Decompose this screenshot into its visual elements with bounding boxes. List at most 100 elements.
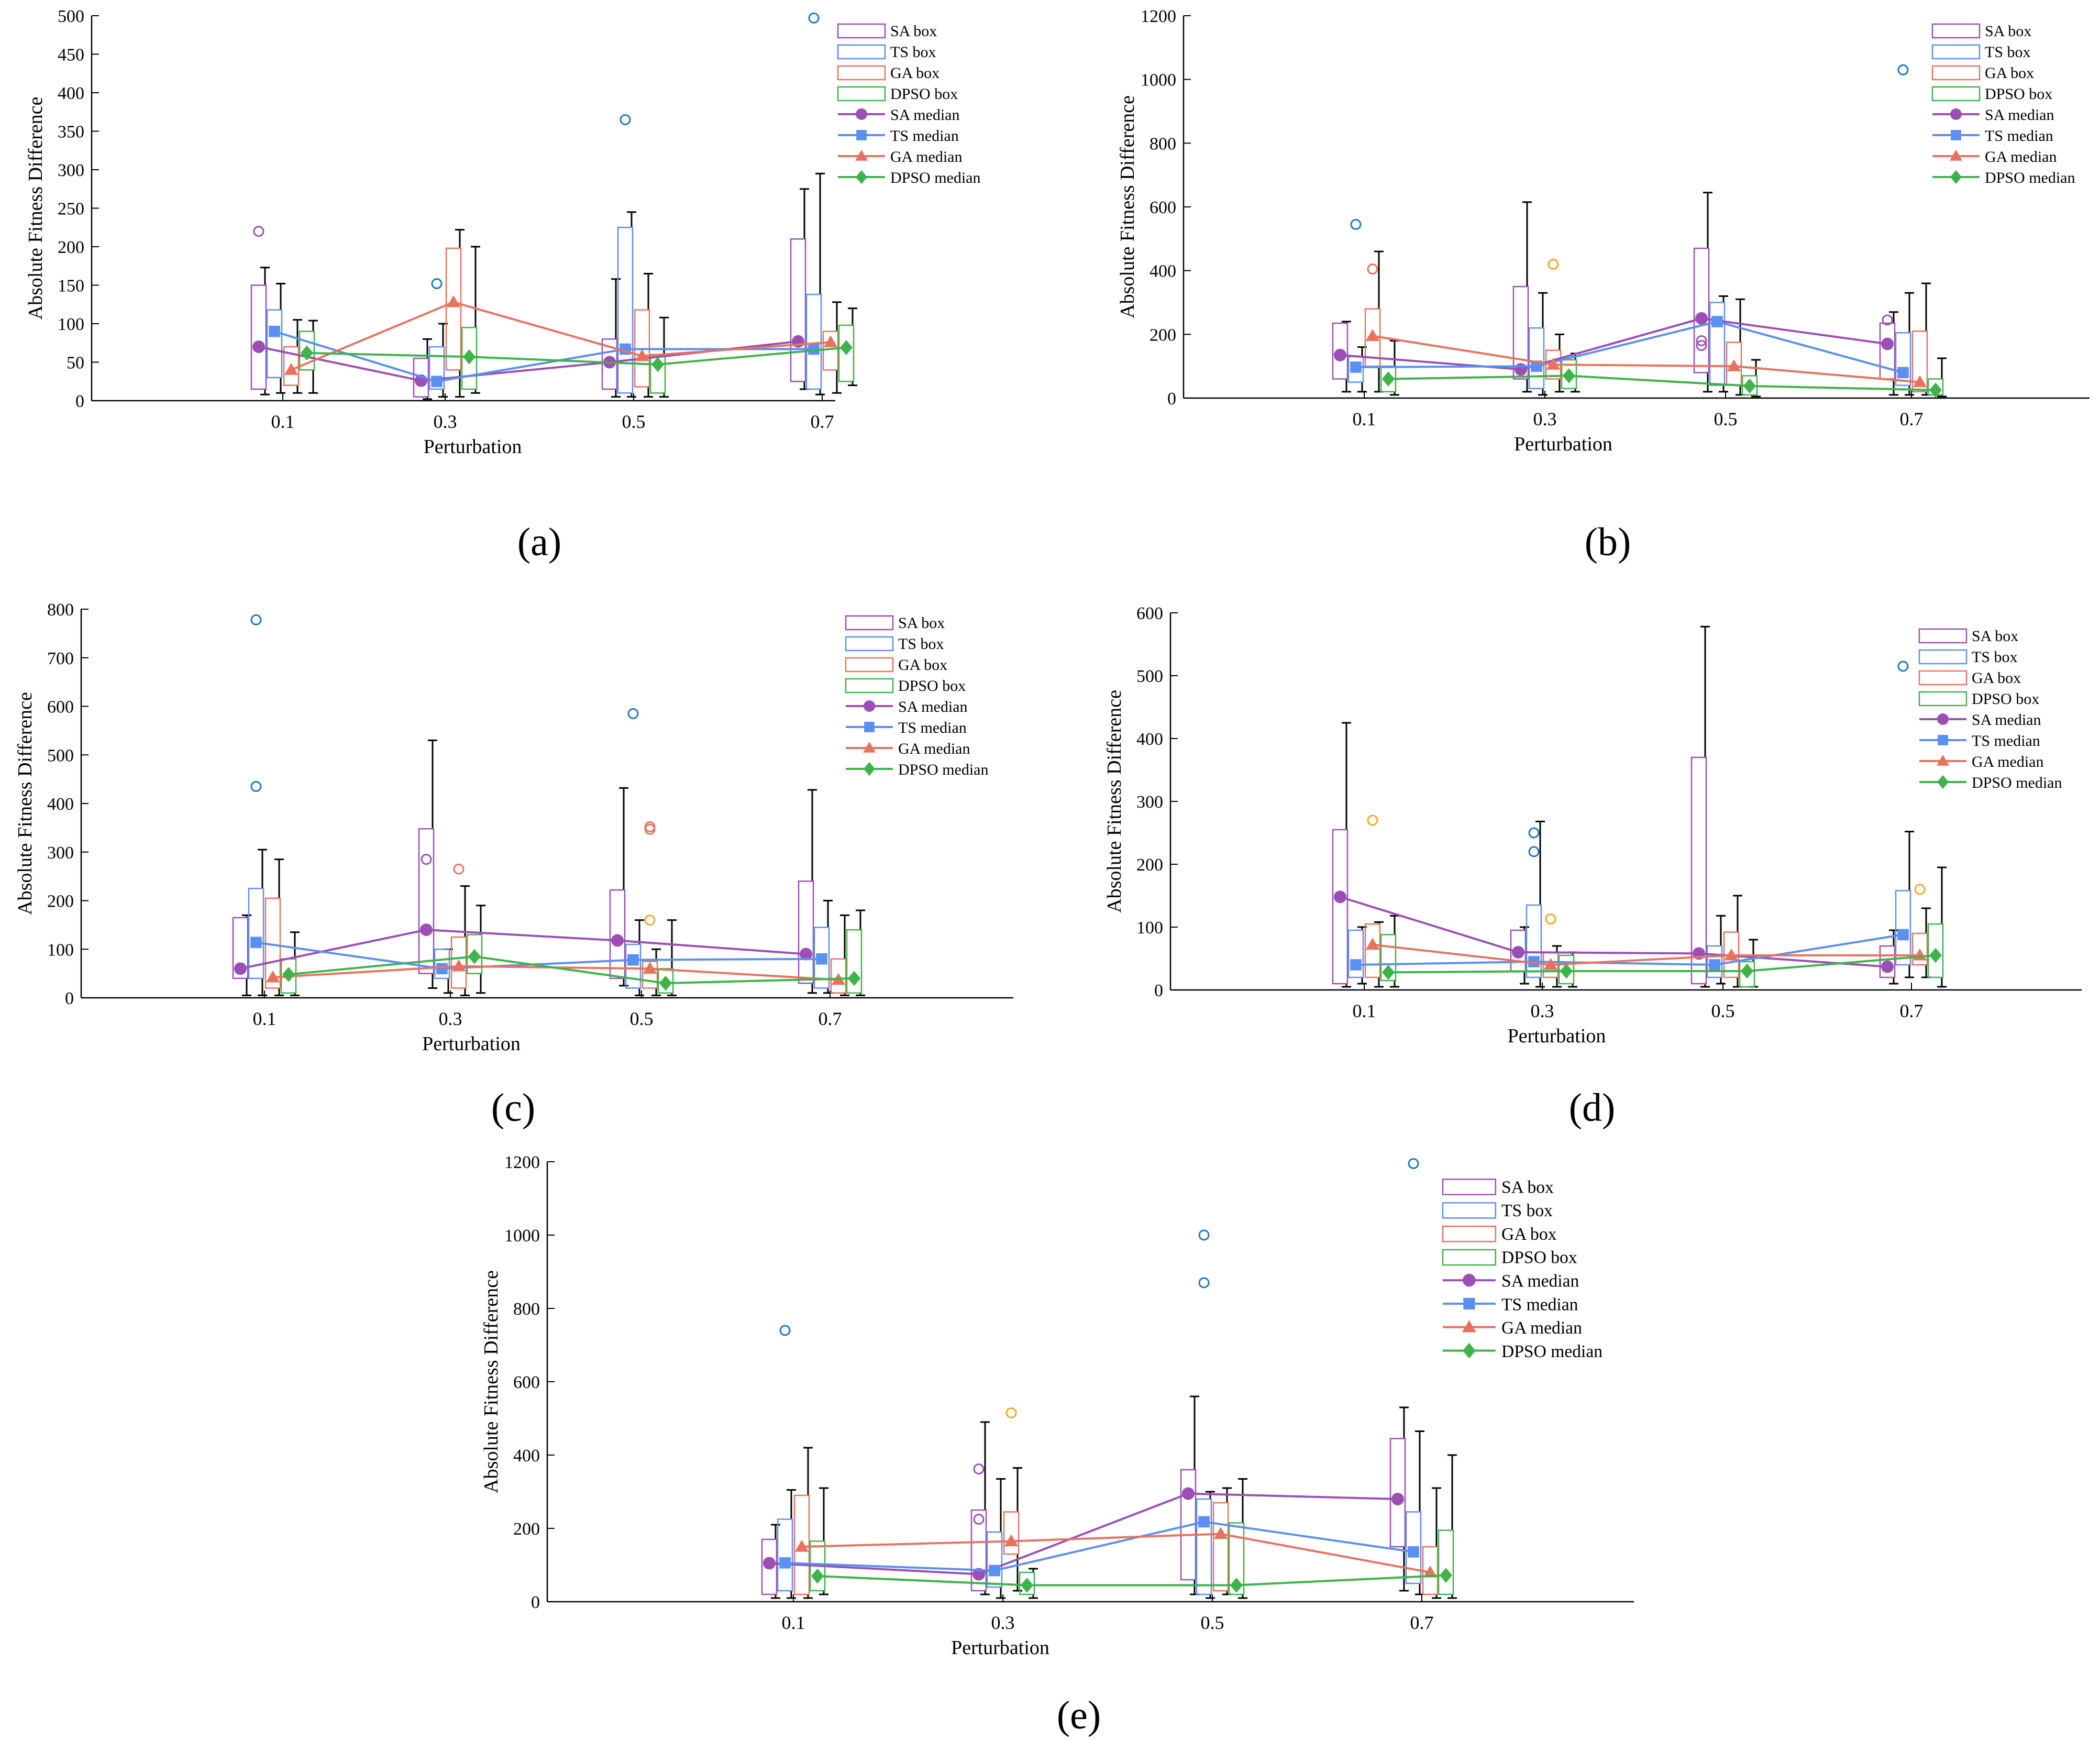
dpso-median-marker <box>468 949 481 964</box>
legend-label: TS median <box>890 127 959 145</box>
y-tick-label: 300 <box>47 843 74 863</box>
y-tick-label: 400 <box>1150 262 1176 281</box>
legend-box-swatch <box>837 23 886 39</box>
outlier-point <box>1198 1229 1210 1241</box>
legend-label: GA median <box>890 148 962 166</box>
ts-median-marker <box>1350 361 1362 373</box>
ga-median-marker <box>1423 1565 1438 1578</box>
y-tick-label: 500 <box>47 746 74 765</box>
dpso-median-marker <box>1563 368 1575 383</box>
legend-label: SA box <box>890 23 937 40</box>
y-tick-label: 500 <box>1136 667 1163 686</box>
outlier-point <box>1548 259 1559 270</box>
legend-label: SA median <box>1985 106 2054 124</box>
y-tick-label: 400 <box>513 1446 540 1466</box>
dpso-box <box>846 929 863 994</box>
y-tick-label: 100 <box>1136 918 1163 938</box>
outlier-point <box>808 12 820 24</box>
legend-marker <box>1951 130 1961 140</box>
legend: SA box TS box GA box DPSO box SA median TS me… <box>1931 23 2075 186</box>
ga-median-marker <box>823 335 838 347</box>
ts-median-marker <box>627 954 639 966</box>
dpso-median-marker <box>282 967 295 982</box>
outlier-point <box>250 614 262 625</box>
x-tick-label: 0.5 <box>1711 1000 1735 1021</box>
sa-box <box>609 889 626 979</box>
legend-label: DPSO median <box>1972 774 2062 791</box>
ga-median-marker <box>643 962 657 974</box>
sa-box <box>798 880 814 984</box>
legend-box-swatch <box>1931 86 1981 102</box>
dpso-box <box>461 327 478 390</box>
legend-box-swatch <box>837 44 886 60</box>
legend-label: DPSO box <box>1985 85 2052 103</box>
y-axis-title: Absolute Fitness Difference <box>1103 690 1125 913</box>
legend-label: SA box <box>898 614 945 632</box>
sa-box <box>418 828 435 974</box>
legend-marker <box>856 170 867 184</box>
dpso-box <box>1019 1571 1035 1595</box>
dpso-median-marker <box>659 975 672 991</box>
y-tick-label: 350 <box>58 123 84 142</box>
legend-marker <box>1462 1320 1476 1332</box>
panel-caption: (c) <box>491 1086 535 1130</box>
legend-label: GA median <box>1972 753 2043 770</box>
sa-box <box>1512 285 1529 380</box>
ts-box <box>986 1531 1003 1588</box>
outlier-point <box>973 1514 985 1525</box>
dpso-median-marker <box>848 971 860 986</box>
ts-box <box>1709 302 1726 386</box>
x-axis-title: Perturbation <box>951 1637 1049 1659</box>
ga-median-marker <box>1727 359 1741 371</box>
sa-box <box>1332 829 1349 985</box>
legend-marker <box>856 130 867 140</box>
dpso-median-marker <box>1929 948 1942 963</box>
y-tick-label: 600 <box>47 698 74 717</box>
legend-label: TS box <box>1972 648 2018 666</box>
sa-box <box>250 284 267 390</box>
sa-box <box>601 338 618 390</box>
x-tick-label: 0.1 <box>1353 409 1376 430</box>
outlier-point <box>1528 846 1540 857</box>
ts-median-marker <box>816 953 827 965</box>
legend-box-swatch <box>1442 1249 1497 1266</box>
outlier-point <box>1882 314 1893 326</box>
x-tick-label: 0.3 <box>434 411 457 432</box>
chart-panel-a: 0 50 100 150 200 250 300 350 400 450 500 0.1 0.3 0.5 0… <box>25 7 981 564</box>
ts-box <box>813 927 830 989</box>
legend-label: GA box <box>1972 669 2021 687</box>
legend-label: DPSO box <box>890 85 958 103</box>
ts-box <box>1347 929 1364 978</box>
outlier-point <box>1005 1407 1017 1418</box>
outlier-point <box>1897 660 1909 672</box>
ts-box <box>1196 1498 1212 1595</box>
ga-median-line <box>801 1533 1431 1573</box>
ga-box <box>793 1494 810 1595</box>
y-tick-label: 200 <box>47 892 74 911</box>
outlier-point <box>973 1463 985 1475</box>
ts-median-marker <box>1711 316 1723 327</box>
y-tick-label: 200 <box>1136 855 1163 875</box>
sa-median-marker <box>1695 312 1708 325</box>
panel-caption: (e) <box>1057 1693 1101 1737</box>
ga-box <box>830 958 847 994</box>
sa-median-marker <box>800 948 812 961</box>
dpso-median-marker <box>301 345 313 361</box>
dpso-median-marker <box>1382 965 1395 980</box>
legend-box-swatch <box>1442 1179 1497 1195</box>
ts-median-line <box>784 1521 1414 1572</box>
outlier-point <box>620 114 631 125</box>
ga-median-marker <box>1004 1534 1019 1547</box>
ts-box <box>1405 1511 1422 1584</box>
ts-median-line <box>1355 933 1904 966</box>
ts-median-line <box>1355 320 1904 374</box>
y-tick-label: 200 <box>513 1519 540 1539</box>
panel-caption: (b) <box>1585 520 1631 564</box>
x-tick-label: 0.3 <box>1533 409 1557 430</box>
sa-median-line <box>1340 896 1888 968</box>
outlier-point <box>1696 335 1707 346</box>
ts-box <box>1895 890 1911 966</box>
ts-box <box>625 943 642 989</box>
x-tick-label: 0.3 <box>439 1008 462 1029</box>
